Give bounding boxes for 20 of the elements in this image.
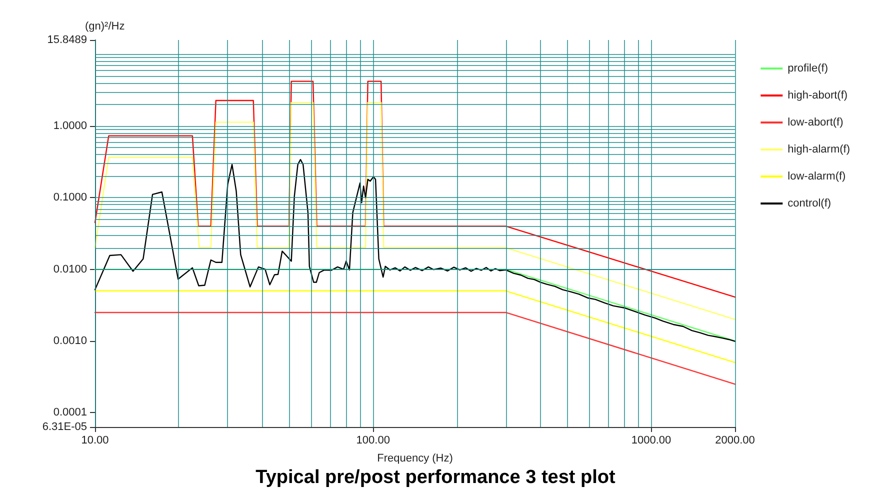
y-tick-label: 1.0000 xyxy=(53,120,87,132)
y-tick-label: 0.0001 xyxy=(53,406,87,419)
y-tick-label: 0.1000 xyxy=(53,192,87,204)
legend-label: low-alarm(f) xyxy=(788,170,846,182)
y-tick-label: 15.8489 xyxy=(47,34,87,46)
text: Typical pre/post performance 3 test plot xyxy=(256,467,616,488)
x-tick-label: 10.00 xyxy=(81,434,109,446)
legend-label: high-abort(f) xyxy=(788,90,848,102)
legend-label: high-alarm(f) xyxy=(788,144,850,156)
y-tick-label: 6.31E-05 xyxy=(42,421,87,433)
y-tick-label: 0.0010 xyxy=(53,335,87,347)
x-tick-label: 1000.00 xyxy=(631,434,672,446)
x-tick-label: 100.00 xyxy=(356,434,390,446)
y-axis-title: (gn)²/Hz xyxy=(85,20,125,32)
legend-label: low-abort(f) xyxy=(788,116,844,128)
y-tick-label: 0.0100 xyxy=(53,263,87,276)
x-tick-label: 2000.00 xyxy=(715,434,755,446)
legend-label: profile(f) xyxy=(788,62,828,74)
x-axis-title: Frequency (Hz) xyxy=(377,452,453,464)
legend-label: control(f) xyxy=(788,198,832,210)
